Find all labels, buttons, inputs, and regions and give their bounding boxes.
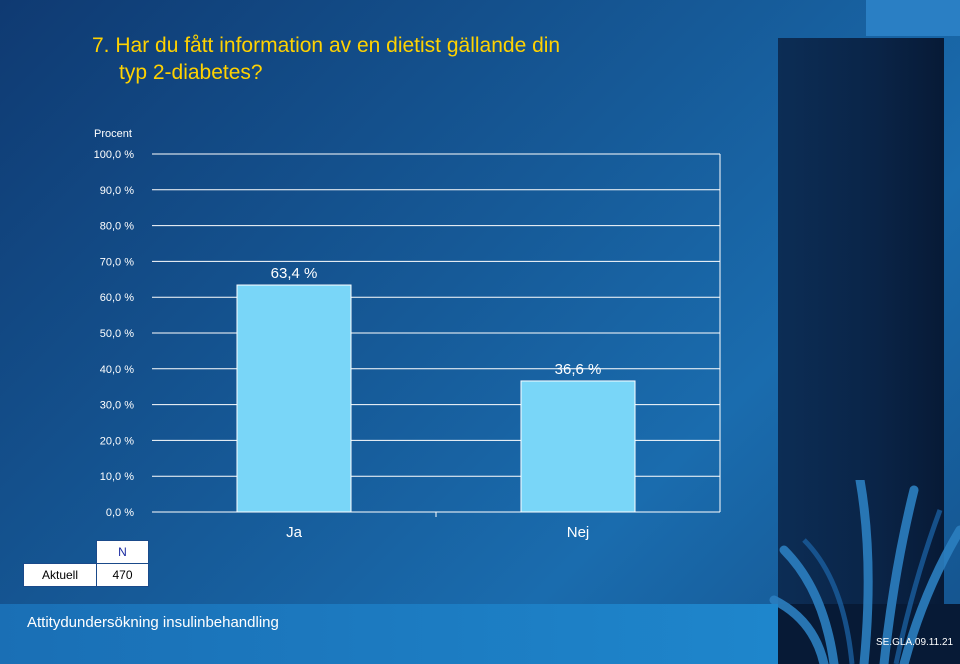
title-line-2: typ 2-diabetes?: [119, 61, 263, 84]
footer-bar: [0, 604, 778, 664]
bar: [520, 380, 636, 513]
table-row: Aktuell 470: [23, 563, 149, 587]
y-tick-label: 80,0 %: [100, 221, 134, 233]
y-tick-label: 0,0 %: [106, 507, 134, 519]
y-tick-label: 40,0 %: [100, 364, 134, 376]
bar-value-label: 63,4 %: [271, 265, 318, 282]
y-tick-label: 10,0 %: [100, 471, 134, 483]
y-tick-label: 50,0 %: [100, 328, 134, 340]
bars: [236, 284, 636, 513]
footer-code: SE.GLA.09.11.21: [876, 637, 954, 648]
y-tick-label: 20,0 %: [100, 435, 134, 447]
x-category-label: Nej: [567, 524, 590, 541]
n-header: N: [96, 540, 149, 564]
n-row-value: 470: [96, 563, 149, 587]
y-tick-label: 70,0 %: [100, 256, 134, 268]
n-table: N Aktuell 470: [23, 540, 149, 587]
n-row-label: Aktuell: [23, 563, 97, 587]
value-labels: 63,4 % 36,6 %: [271, 265, 602, 378]
bar-value-label: 36,6 %: [555, 361, 602, 378]
decorative-petal-graphic: [769, 480, 960, 664]
y-axis-ticks: 0,0 % 10,0 % 20,0 % 30,0 % 40,0 % 50,0 % 60,0 …: [94, 149, 135, 519]
y-tick-label: 30,0 %: [100, 400, 134, 412]
x-category-label: Ja: [286, 524, 303, 541]
y-tick-label: 100,0 %: [94, 149, 135, 161]
n-table-corner: [24, 541, 97, 564]
slide-title: 7. Har du fått information av en dietist…: [92, 32, 732, 86]
y-axis-label: Procent: [94, 128, 132, 140]
x-axis-labels: Ja Nej: [286, 524, 589, 541]
corner-accent: [866, 0, 960, 36]
title-line-1: 7. Har du fått information av en dietist…: [92, 34, 561, 57]
footer-text: Attitydundersökning insulinbehandling: [27, 614, 279, 631]
y-tick-label: 60,0 %: [100, 292, 134, 304]
bar: [236, 284, 352, 513]
y-tick-label: 90,0 %: [100, 185, 134, 197]
bar-chart: Procent 0,0 % 10,0 % 20,0 % 30,0 % 40,0 % 50,…: [94, 128, 636, 541]
